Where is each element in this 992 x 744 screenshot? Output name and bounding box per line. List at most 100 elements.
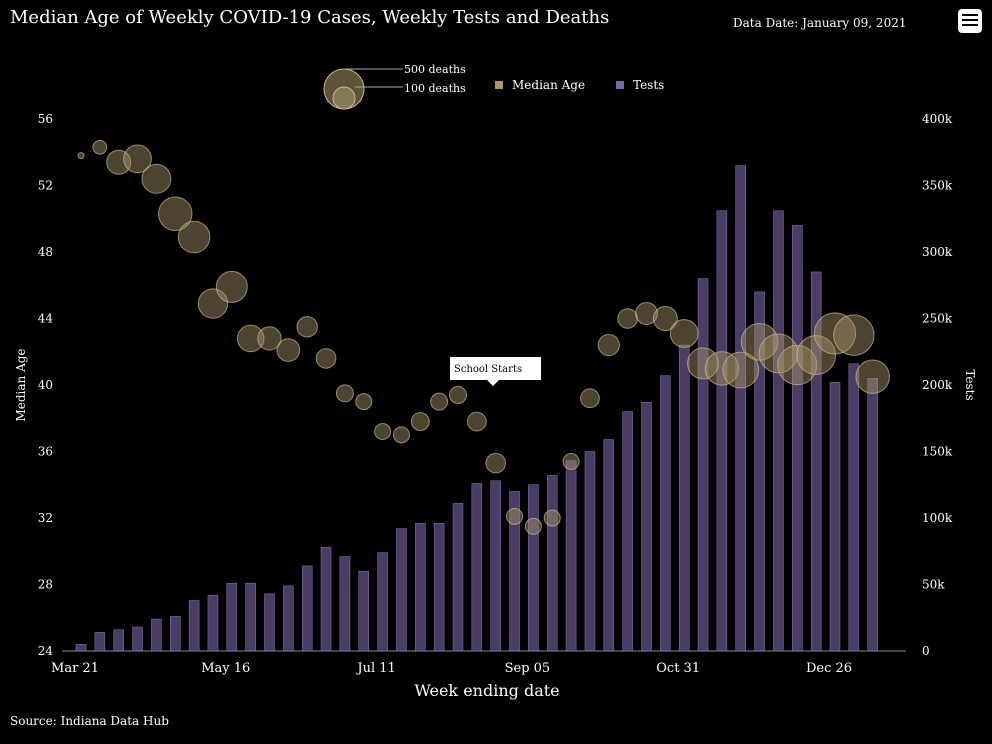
- x-tick-label: Mar 21: [51, 661, 99, 676]
- median-age-bubble: [813, 312, 857, 355]
- tests-bar: [716, 210, 728, 652]
- tests-bar: [697, 278, 709, 652]
- tests-bar: [754, 291, 765, 652]
- tests-bar: [132, 626, 143, 652]
- median-age-bubble: [430, 392, 449, 411]
- tests-bar: [339, 556, 351, 652]
- median-age-bubble: [669, 319, 699, 348]
- median-age-bubble: [449, 385, 467, 404]
- median-age-bubble: [106, 149, 132, 175]
- median-age-bubble: [77, 152, 85, 160]
- tests-bar: [75, 644, 87, 652]
- tests-bar: [810, 271, 822, 652]
- y-left-tick-label: 24: [38, 644, 54, 658]
- tests-bar: [547, 475, 558, 652]
- x-tick-label: May 16: [201, 661, 250, 676]
- tests-bar: [452, 503, 464, 652]
- annotation-label: School Starts: [454, 364, 522, 375]
- median-age-bubble: [92, 139, 108, 155]
- median-age-bubble: [617, 308, 638, 329]
- y-right-tick-label: 200k: [922, 378, 953, 392]
- y-left-tick-label: 48: [38, 245, 53, 259]
- tests-bar: [377, 552, 388, 652]
- y-right-tick-label: 0: [922, 644, 930, 658]
- median-age-bubble: [158, 196, 193, 231]
- annotation-pointer: [487, 380, 499, 386]
- median-age-bubble: [410, 412, 430, 432]
- x-axis-title: Week ending date: [414, 681, 559, 700]
- x-tick-label: Dec 26: [806, 661, 852, 676]
- median-age-bubble: [485, 452, 506, 474]
- median-age-bubble: [276, 338, 301, 362]
- median-age-bubble: [506, 507, 524, 525]
- median-age-bubble: [722, 351, 760, 389]
- tests-bar: [471, 483, 483, 652]
- median-age-bubble: [635, 302, 658, 325]
- tests-bar: [584, 451, 596, 652]
- median-age-bubble: [777, 344, 818, 386]
- tests-bar: [226, 582, 238, 652]
- tests-bar: [113, 629, 124, 652]
- median-age-bubble: [833, 314, 875, 356]
- chart-title: Median Age of Weekly COVID-19 Cases, Wee…: [10, 7, 610, 28]
- y-right-tick-label: 350k: [922, 179, 953, 193]
- median-age-bubble: [524, 517, 542, 535]
- tests-bar: [283, 585, 294, 652]
- tests-bar: [151, 618, 162, 652]
- median-age-bubble: [315, 348, 337, 369]
- y-left-tick-label: 52: [38, 179, 53, 193]
- median-age-bubble: [392, 426, 410, 444]
- median-age-bubble: [335, 384, 354, 403]
- tests-bar: [415, 523, 426, 652]
- hamburger-menu-icon[interactable]: [958, 9, 982, 33]
- left-axis: 24 28 32 36 40 44 48 52 56: [38, 112, 54, 658]
- menu-line: [962, 14, 978, 16]
- legend-median-age-label[interactable]: Median Age: [512, 78, 585, 92]
- y-left-tick-label: 40: [38, 378, 53, 392]
- tests-bar: [528, 484, 539, 652]
- tests-bar: [829, 382, 841, 652]
- y-left-axis-title: Median Age: [14, 348, 28, 421]
- y-right-tick-label: 50k: [922, 578, 945, 592]
- annotation-box: [450, 357, 541, 380]
- tests-bar: [641, 402, 652, 652]
- median-age-bubble: [141, 163, 172, 194]
- tests-bar: [660, 375, 671, 652]
- median-age-bubble: [704, 351, 740, 386]
- tests-bar: [245, 582, 256, 652]
- median-age-bubble: [562, 452, 580, 470]
- y-right-tick-label: 250k: [922, 312, 953, 326]
- tests-bar: [848, 363, 860, 652]
- tests-bar: [773, 210, 784, 652]
- legend: 500 deaths 100 deaths Median Age Tests: [323, 63, 664, 110]
- median-age-bubble: [796, 335, 837, 375]
- legend-big-label: 500 deaths: [404, 63, 466, 76]
- tests-bar: [565, 460, 577, 652]
- legend-median-age-swatch[interactable]: [495, 81, 503, 89]
- y-right-axis-title: Tests: [963, 369, 977, 400]
- menu-line: [962, 19, 978, 21]
- median-age-bubble: [123, 144, 152, 174]
- median-age-bubble: [580, 388, 600, 409]
- x-axis-ticks: Mar 21 May 16 Jul 11 Sep 05 Oct 31 Dec 26: [51, 661, 852, 676]
- legend-tests-swatch[interactable]: [616, 81, 624, 89]
- right-axis: 0 50k 100k 150k 200k 250k 300k 350k 400k: [922, 112, 953, 658]
- tests-bar: [433, 523, 445, 652]
- median-age-bubbles: [77, 139, 890, 535]
- tests-bar: [509, 491, 520, 652]
- school-starts-annotation: School Starts: [450, 357, 541, 386]
- median-age-bubble: [652, 306, 678, 331]
- y-right-tick-label: 100k: [922, 511, 953, 525]
- source-note: Source: Indiana Data Hub: [10, 714, 169, 728]
- median-age-bubble: [236, 324, 265, 353]
- tests-bar: [678, 344, 690, 652]
- tests-bar: [170, 616, 181, 652]
- y-right-tick-label: 300k: [922, 245, 953, 259]
- tests-bar: [320, 547, 332, 652]
- legend-small-label: 100 deaths: [404, 82, 466, 95]
- tests-bar: [792, 225, 803, 652]
- y-left-tick-label: 36: [38, 445, 53, 459]
- y-left-tick-label: 28: [38, 578, 53, 592]
- legend-tests-label[interactable]: Tests: [633, 78, 664, 92]
- y-left-tick-label: 32: [38, 511, 53, 525]
